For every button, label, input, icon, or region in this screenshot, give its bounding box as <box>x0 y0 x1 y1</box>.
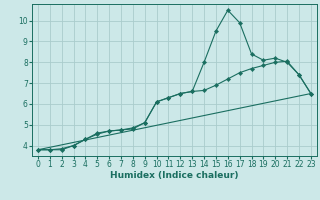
X-axis label: Humidex (Indice chaleur): Humidex (Indice chaleur) <box>110 171 239 180</box>
